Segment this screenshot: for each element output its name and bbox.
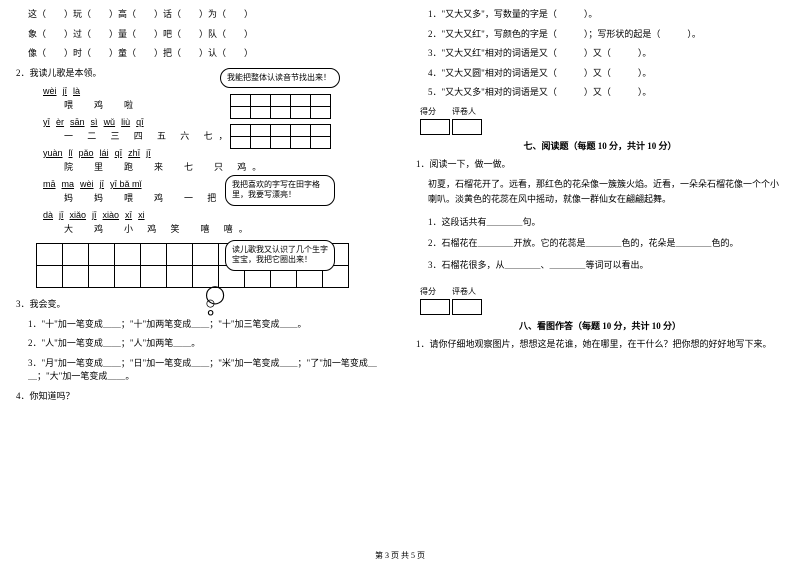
speech-bubble-1: 我能把整体认读音节找出来！ <box>220 68 340 88</box>
fill-row-2: 象（ ）过（ ）量（ ）吧（ ）队（ ） <box>16 28 384 42</box>
char-line-3: 院 里 跑 来 七 只 鸡。 <box>64 160 384 173</box>
s8-prompt: 1．请你仔细地观察图片，想想这是花谁，她在哪里，在干什么？把你想的好好地写下来。 <box>416 338 784 352</box>
grader-box <box>452 119 482 135</box>
grader-label-8: 评卷人 <box>452 286 476 297</box>
score-box-8 <box>420 299 450 315</box>
speech-bubble-2: 我把喜欢的字写在田字格里，我要写漂亮！ <box>225 175 335 206</box>
pinyin-line-2: yīèrsānsìwǔliùqī <box>40 117 384 127</box>
fill-row-3: 像（ ）时（ ）童（ ）把（ ）认（ ） <box>16 47 384 61</box>
score-label: 得分 <box>420 106 436 117</box>
s7-q3: 3．石榴花很多，从＿＿＿＿、＿＿＿＿等词可以看出。 <box>416 259 784 273</box>
pinyin-line-5: dàjīxiǎojīxiàoxīxi <box>40 210 384 220</box>
score-box <box>420 119 450 135</box>
char-line-4: 妈 妈 喂 鸡 一 把 米， <box>64 191 384 204</box>
page-footer: 第 3 页 共 5 页 <box>0 550 800 561</box>
left-column: 这（ ）玩（ ）高（ ）话（ ）为（ ） 象（ ）过（ ）量（ ）吧（ ）队（ … <box>0 0 400 565</box>
pinyin-line-3: yuànlǐpǎoláiqīzhījī <box>40 148 384 158</box>
r-item-2: 2．"又大又红"，写颜色的字是（ ）；写形状的起是（ ）。 <box>416 28 784 42</box>
q3-title: 3．我会变。 <box>16 298 384 312</box>
char-line-5: 大 鸡 小 鸡 笑 嘻 嘻。 <box>64 222 384 235</box>
q3-item-2: 2．"人"加一笔变成＿＿；"人"加两笔＿＿。 <box>16 337 384 351</box>
char-line-2: 一 二 三 四 五 六 七， <box>64 129 384 142</box>
speech-bubble-3: 读儿歌我又认识了几个生字宝宝，我把它圈出来！ <box>225 240 335 271</box>
score-label-8: 得分 <box>420 286 436 297</box>
r-item-1: 1．"又大又多"，写数量的字是（ ）。 <box>416 8 784 22</box>
q3-item-3: 3．"月"加一笔变成＿＿；"日"加一笔变成＿＿；"米"加一笔变成＿＿；"了"加一… <box>16 357 384 384</box>
s7-q2: 2．石榴花在＿＿＿＿开放。它的花蕊是＿＿＿＿色的，花朵是＿＿＿＿色的。 <box>416 237 784 251</box>
section-8-title: 八、看图作答（每题 10 分，共计 10 分） <box>416 319 784 332</box>
r-item-4: 4．"又大又圆"相对的词语是又（ ）又（ ）。 <box>416 67 784 81</box>
r-item-3: 3．"又大又红"相对的词语是又（ ）又（ ）。 <box>416 47 784 61</box>
thought-bubble-icon: ◯○∘ <box>205 290 225 317</box>
char-line-1: 喂 鸡 啦 <box>64 98 384 111</box>
pinyin-grid-bottom <box>230 124 331 149</box>
s7-intro: 1．阅读一下，做一做。 <box>416 158 784 172</box>
s7-q1: 1．这段话共有＿＿＿＿句。 <box>416 216 784 230</box>
q3-item-1: 1．"十"加一笔变成＿＿；"十"加两笔变成＿＿；"十"加三笔变成＿＿。 <box>16 318 384 332</box>
score-row-8: 得分 评卷人 <box>420 286 784 297</box>
fill-row-1: 这（ ）玩（ ）高（ ）话（ ）为（ ） <box>16 8 384 22</box>
right-column: 1．"又大又多"，写数量的字是（ ）。 2．"又大又红"，写颜色的字是（ ）；写… <box>400 0 800 565</box>
q4-title: 4．你知道吗？ <box>16 390 384 404</box>
r-item-5: 5．"又大又多"相对的词语是又（ ）又（ ）。 <box>416 86 784 100</box>
grader-box-8 <box>452 299 482 315</box>
score-row-7: 得分 评卷人 <box>420 106 784 117</box>
s7-passage: 初夏，石榴花开了。远看，那红色的花朵像一簇簇火焰。近看，一朵朵石榴花像一个个小喇… <box>416 177 784 208</box>
section-7-title: 七、阅读题（每题 10 分，共计 10 分） <box>416 139 784 152</box>
grader-label: 评卷人 <box>452 106 476 117</box>
pinyin-grid-top <box>230 94 331 119</box>
